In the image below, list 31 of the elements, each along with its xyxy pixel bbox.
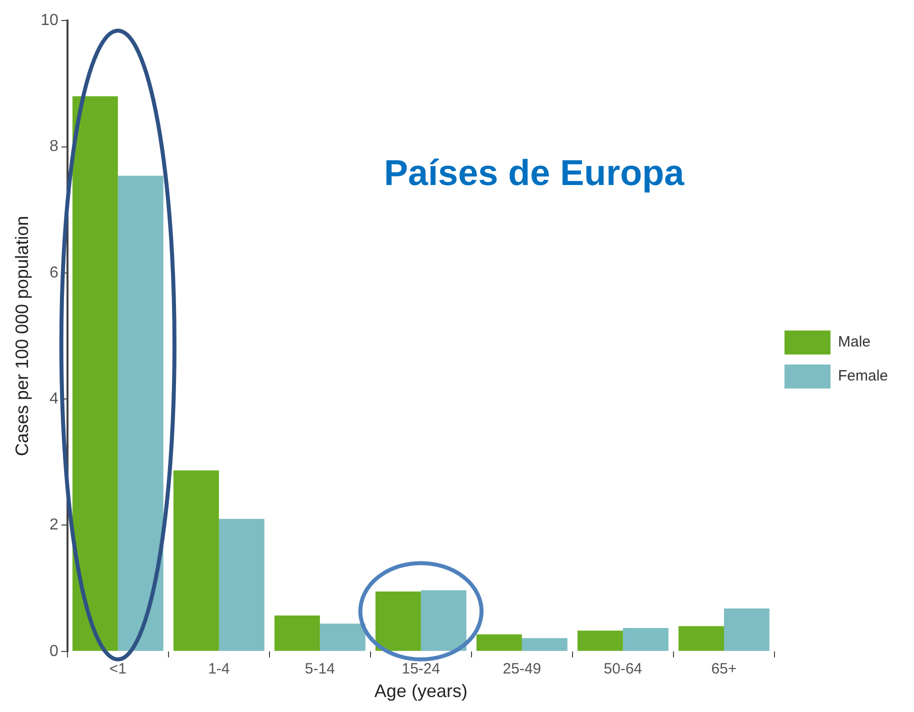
x-tick-label: 15-24 [402,660,440,678]
bar [578,630,623,651]
bar [218,518,264,651]
y-tick-label: 0 [49,642,58,660]
x-tick-label: 25-49 [502,660,542,678]
x-axis-title: Age (years) [374,681,468,702]
y-tick-label: 2 [49,516,58,534]
y-tick-label: 10 [40,12,58,30]
y-tick-label: 4 [49,390,58,408]
legend-label: Male [838,334,870,351]
bar [678,626,724,651]
x-tick-label: 5-14 [304,660,335,678]
y-tick-label: 8 [49,138,58,156]
bar [420,590,466,651]
x-tick-label: 50-64 [604,660,642,678]
bar [476,634,522,651]
bar [724,608,770,651]
bar [118,176,164,651]
bar [173,470,219,651]
x-tick-label: 65+ [711,660,737,678]
bar [622,628,668,651]
x-tick-label: <1 [109,660,126,678]
y-axis-title: Cases per 100 000 population [12,216,32,456]
annotation: Países de Europa [384,152,686,194]
bar [522,638,568,651]
y-tick-label: 6 [49,264,58,282]
bar [274,615,320,651]
legend-label: Female [838,368,888,385]
bar [320,624,366,651]
bar [375,591,421,651]
x-tick-label: 1-4 [208,660,230,678]
